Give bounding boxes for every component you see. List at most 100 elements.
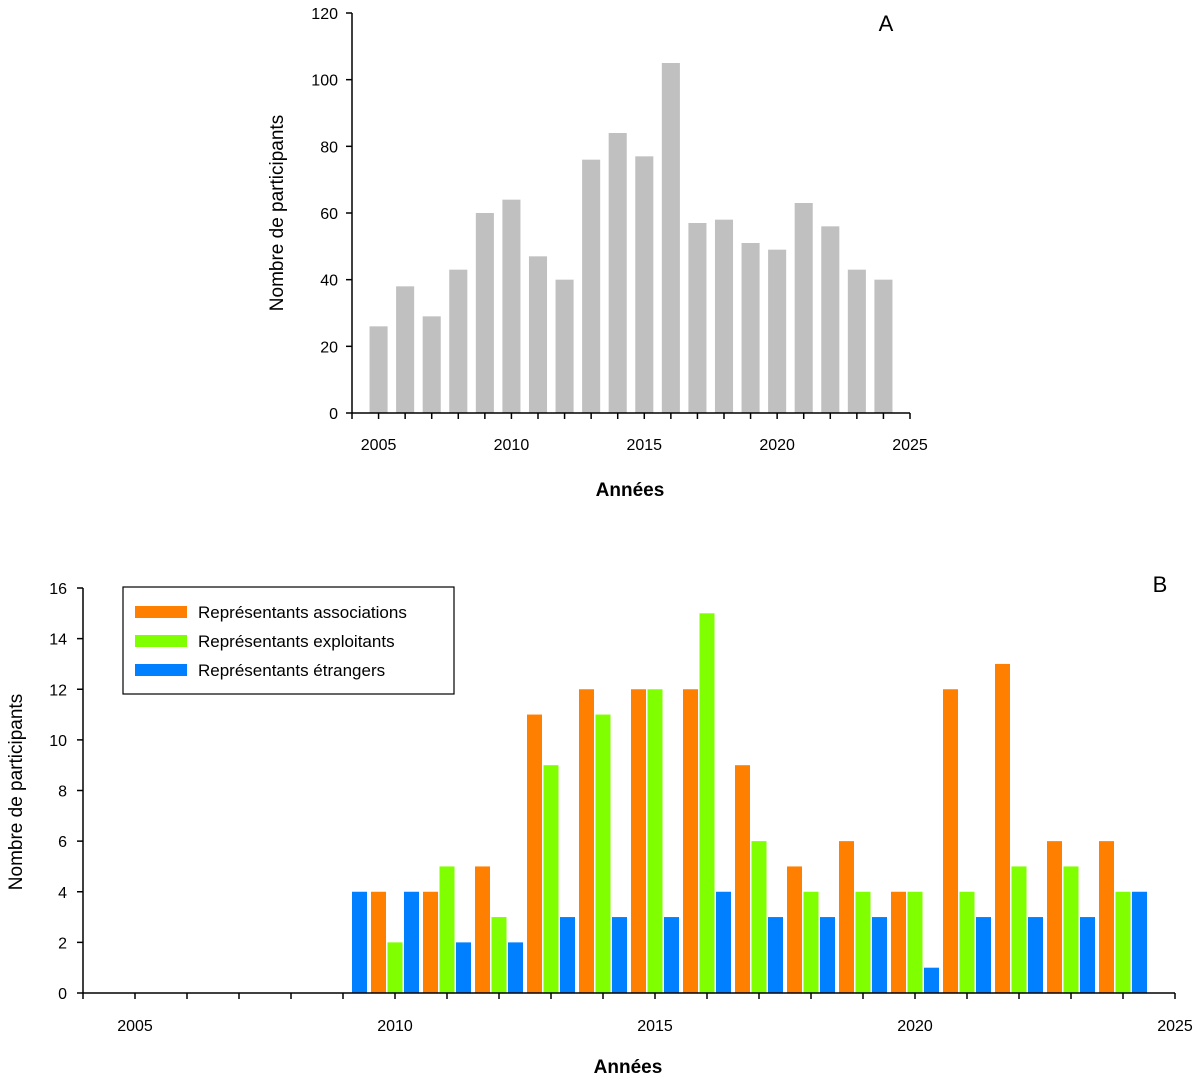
bar-s0-2021 [943,689,958,993]
bar-2019 [741,243,760,413]
bar-s0-2019 [839,841,854,993]
bar-2022 [821,226,840,413]
bar-2023 [847,269,866,413]
x-tick-label: 2015 [626,437,662,454]
bar-s1-2011 [439,866,455,993]
bar-s2-2017 [768,917,783,993]
bar-s0-2014 [579,689,594,993]
bar-2014 [608,133,627,413]
bar-s1-2020 [907,891,923,993]
bar-s1-2018 [803,891,819,993]
bar-2013 [582,159,601,413]
legend-swatch [135,606,187,618]
y-tick-label: 12 [49,682,67,699]
x-tick-label: 2015 [637,1018,673,1035]
panel-a: 0 20 40 60 80 100 120 2005 2010 2015 2020 2025 Année… [267,6,928,501]
bar-s0-2013 [527,714,542,993]
bar-2012 [555,279,574,413]
bar-s0-2010 [371,891,386,993]
x-tick-label: 2005 [361,437,397,454]
legend-swatch [135,635,187,647]
y-tick-label: 4 [58,885,67,902]
bar-2016 [661,63,680,413]
bar-s2-2016 [716,891,731,993]
bar-s2-2010 [404,891,419,993]
bar-2009 [475,213,494,413]
y-tick-label: 8 [58,784,67,801]
bar-s0-2016 [683,689,698,993]
bar-s2-2020 [924,967,939,993]
bar-2005 [369,326,388,413]
bar-s2-2011 [456,942,471,993]
bar-2010 [502,199,521,413]
x-tick-label: 2020 [759,437,795,454]
bar-s0-2017 [735,765,750,993]
x-tick-label: 2025 [892,437,928,454]
bar-2017 [688,223,707,413]
y-tick-label: 120 [311,6,338,23]
x-tick-label: 2005 [117,1018,153,1035]
legend: Représentants associations Représentants … [122,586,455,695]
bar-s2-2012 [508,942,523,993]
x-tick-label: 2020 [897,1018,933,1035]
bar-s2-2015 [664,917,679,993]
bar-s1-2023 [1063,866,1079,993]
bar-2008 [449,269,468,413]
bar-s0-2023 [1047,841,1062,993]
bar-2020 [768,249,787,413]
bar-s2-2024 [1132,891,1147,993]
bar-s1-2014 [595,714,611,993]
y-tick-label: 10 [49,733,67,750]
bar-s0-2015 [631,689,646,993]
bar-s2-2019 [872,917,887,993]
bar-s1-2013 [543,765,559,993]
y-axis-title: Nombre de participants [267,115,288,311]
y-tick-label: 6 [58,834,67,851]
bar-s2-2009 [352,891,367,993]
x-tick-label: 2025 [1157,1018,1193,1035]
bar-2015 [635,156,654,414]
bar-s1-2022 [1011,866,1027,993]
bar-s1-2012 [491,917,507,993]
y-axis-title: Nombre de participants [6,694,27,890]
bar-s2-2014 [612,917,627,993]
bar-s0-2012 [475,866,490,993]
y-tick-label: 14 [49,632,67,649]
panel-label: B [1153,572,1168,597]
legend-label: Représentants associations [198,603,407,622]
y-tick-label: 80 [320,139,338,156]
bar-s2-2023 [1080,917,1095,993]
x-axis-title: Années [594,1057,663,1078]
bar-s1-2010 [387,942,403,993]
x-axis-title: Années [596,480,665,501]
bar-2011 [528,256,548,413]
panel-b: 0 2 4 6 8 10 12 14 16 2005 2010 2015 2020 2025 Années N… [6,572,1193,1078]
bar-s1-2021 [959,891,975,993]
bar-s0-2018 [787,866,802,993]
bar-s0-2022 [995,663,1010,993]
bar-2021 [794,203,813,413]
bar-s2-2018 [820,917,835,993]
bar-s2-2013 [560,917,575,993]
panel-label: A [879,11,894,36]
legend-label: Représentants étrangers [198,661,385,680]
y-tick-label: 2 [58,935,67,952]
legend-label: Représentants exploitants [198,632,395,651]
bar-s0-2020 [891,891,906,993]
y-tick-label: 20 [320,339,338,356]
bar-s1-2019 [855,891,871,993]
bar-s1-2016 [699,613,715,993]
bar-s2-2021 [976,917,991,993]
bar-2024 [874,279,893,413]
bar-s1-2024 [1115,891,1131,993]
legend-swatch [135,664,187,676]
y-tick-label: 60 [320,206,338,223]
x-tick-label: 2010 [377,1018,413,1035]
x-tick-label: 2010 [494,437,530,454]
bar-2006 [396,286,415,413]
bar-s1-2015 [647,689,663,993]
bar-2007 [422,316,441,413]
y-tick-label: 16 [49,581,67,598]
